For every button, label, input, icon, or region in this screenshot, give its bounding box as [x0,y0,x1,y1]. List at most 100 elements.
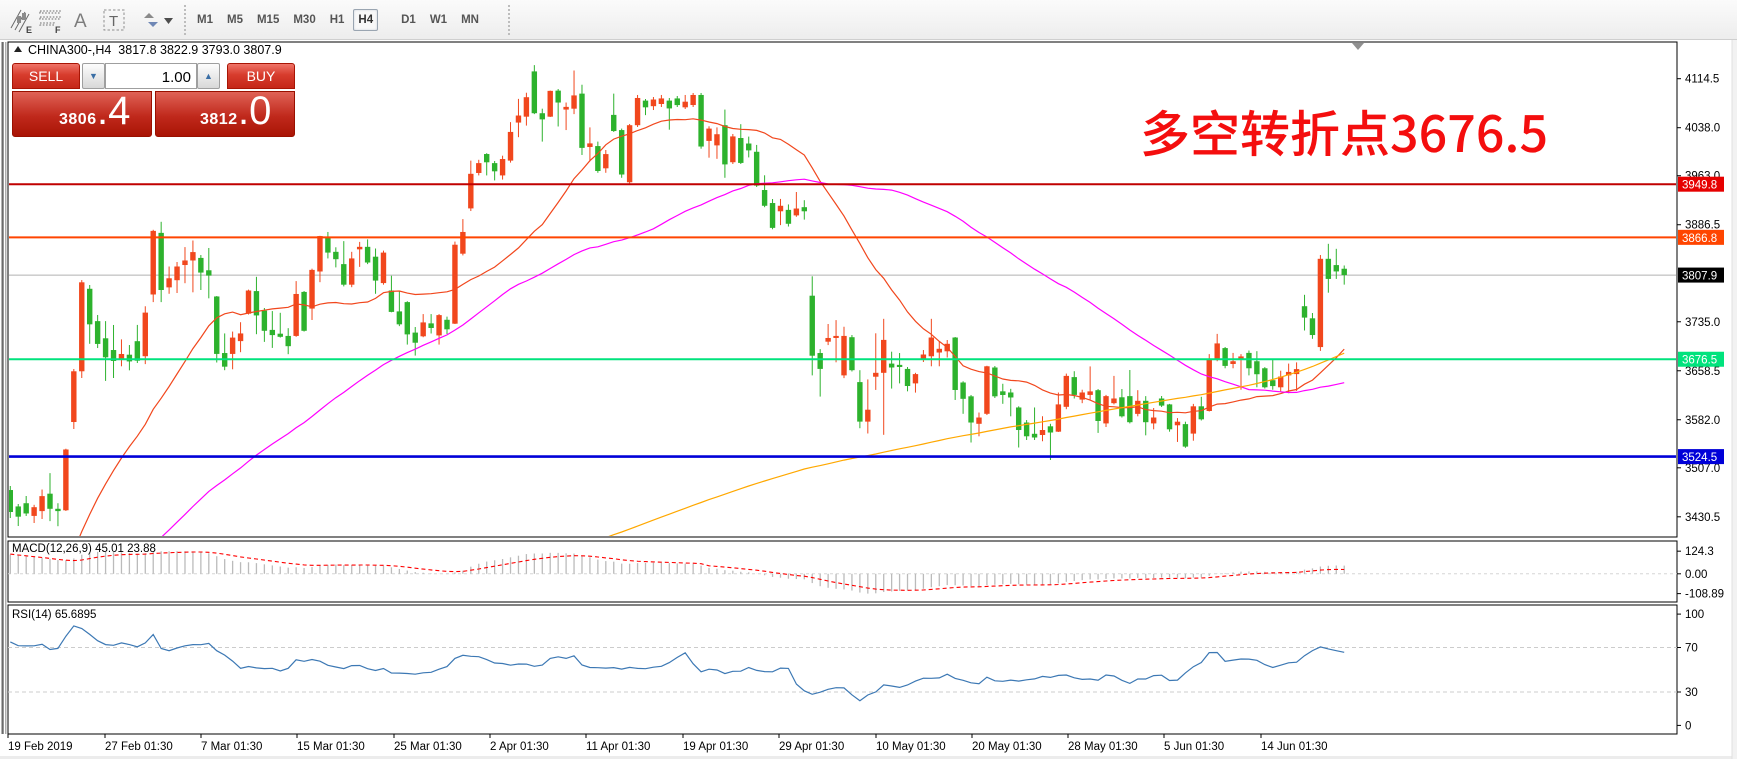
buy-price-display[interactable]: 3812 .0 [155,91,295,137]
candle-body [309,269,315,309]
candle-body [1111,398,1117,404]
price-axis-label: 4038.0 [1685,123,1720,135]
sell-button[interactable]: SELL [12,63,80,89]
candle-body [1254,361,1260,375]
timeframe-button-M15[interactable]: M15 [256,14,280,26]
price-badge-label: 3866.8 [1682,233,1717,245]
candle-body [849,337,855,371]
candle-body [476,163,482,173]
candle-body [690,94,696,106]
candle-body [579,93,585,148]
timeframe-button-H1[interactable]: H1 [329,14,345,26]
price-axis-label: 3430.5 [1685,512,1720,524]
timeframe-button-M30[interactable]: M30 [293,14,316,26]
time-axis[interactable]: 19 Feb 2019 27 Feb 01:30 7 Mar 01:30 15 Mar… [7,734,1328,753]
macd-axis-label: -108.89 [1685,589,1724,601]
candle-body [55,508,61,512]
candle-body [499,159,506,176]
candle-body [1317,258,1324,348]
candle-body [1262,368,1268,388]
candle-body [865,409,871,422]
timeframe-button-H4[interactable]: H4 [353,9,379,31]
pane-frame [7,604,1678,735]
candle-body [793,208,800,216]
candle-body [491,163,498,172]
candle-body [881,339,887,373]
sell-price-frac: .4 [97,91,131,133]
candle-body [1190,406,1197,434]
candle-body [1214,343,1220,361]
timeframe-button-M5[interactable]: M5 [226,14,243,26]
candle-body [539,113,545,120]
candle-body [102,338,109,358]
timeframe-button-D1[interactable]: D1 [401,14,416,26]
volume-increase-button[interactable]: ▲ [197,63,220,89]
candle-body [634,97,641,126]
candle-body [595,146,601,171]
candle-body [63,449,69,511]
right-gutter [1732,40,1737,759]
collapse-triangle-icon[interactable] [14,46,22,52]
candle-body [666,100,673,109]
candle-body [1198,406,1204,420]
arrange-windows-icon[interactable] [138,6,174,34]
candle-body [618,130,625,175]
candle-body [841,335,847,376]
candle-body [174,266,180,281]
sell-price-display[interactable]: 3806 .4 [12,91,152,137]
macd-pane: MACD(12,26,9) 45.01 23.88 124.3 0.00 -108.8… [8,543,1724,601]
candle-body [420,322,426,337]
candle-body [777,205,784,212]
candle-body [47,493,53,509]
candle-body [1031,433,1038,438]
candle-body [682,101,688,108]
candle-body [285,335,291,347]
candle-body [888,363,895,368]
time-axis-label: 7 Mar 01:30 [201,741,262,753]
candle-body [182,260,188,266]
candle-body [1015,407,1022,431]
price-badge-label: 3676.5 [1682,355,1717,367]
candle-body [873,372,879,377]
price-badge [1678,351,1724,367]
candle-body [1119,397,1125,417]
candle-body [396,311,403,325]
rsi-label: RSI(14) 65.6895 [12,609,96,621]
timeframe-button-W1[interactable]: W1 [429,14,448,26]
candle-body [39,496,45,512]
time-axis-label: 5 Jun 01:30 [1164,741,1224,753]
candle-body [428,323,434,328]
candle-body [1079,392,1085,400]
volume-input[interactable] [105,63,197,89]
line-studies-icon[interactable]: F [38,6,64,34]
text-annotation-icon[interactable]: A [70,6,92,34]
price-badge [1678,267,1724,283]
candle-body [364,246,371,263]
candle-body [79,282,85,372]
chart-objects-icon[interactable]: E [8,6,34,34]
time-axis-label: 28 May 01:30 [1068,741,1138,753]
candle-body [404,302,410,335]
rsi-axis-label: 70 [1685,642,1698,654]
time-axis-label: 11 Apr 01:30 [586,741,650,753]
timeframe-button-MN[interactable]: MN [461,14,479,26]
candle-body [674,98,680,106]
text-box-icon[interactable]: T [101,6,127,34]
time-axis-label: 19 Feb 2019 [8,741,73,753]
candle-body [753,151,760,186]
candle-body [229,337,236,354]
chart-shift-marker[interactable] [1352,43,1364,50]
rsi-axis-label: 0 [1685,720,1691,732]
candle-body [611,114,617,132]
status-strip [0,756,1737,759]
candle-body [150,230,156,295]
price-axis[interactable]: 4114.54038.03963.03886.53735.03658.53582… [1677,74,1724,524]
candle-body [325,237,331,253]
candle-body [896,364,903,367]
candle-body [571,95,577,109]
candlestick-chart[interactable]: CHINA300-,H4 3817.8 3822.9 3793.0 3807.9… [0,40,1737,759]
volume-decrease-button[interactable]: ▼ [82,63,105,89]
timeframe-button-M1[interactable]: M1 [197,14,213,26]
buy-button[interactable]: BUY [227,63,295,89]
candle-body [912,374,919,384]
